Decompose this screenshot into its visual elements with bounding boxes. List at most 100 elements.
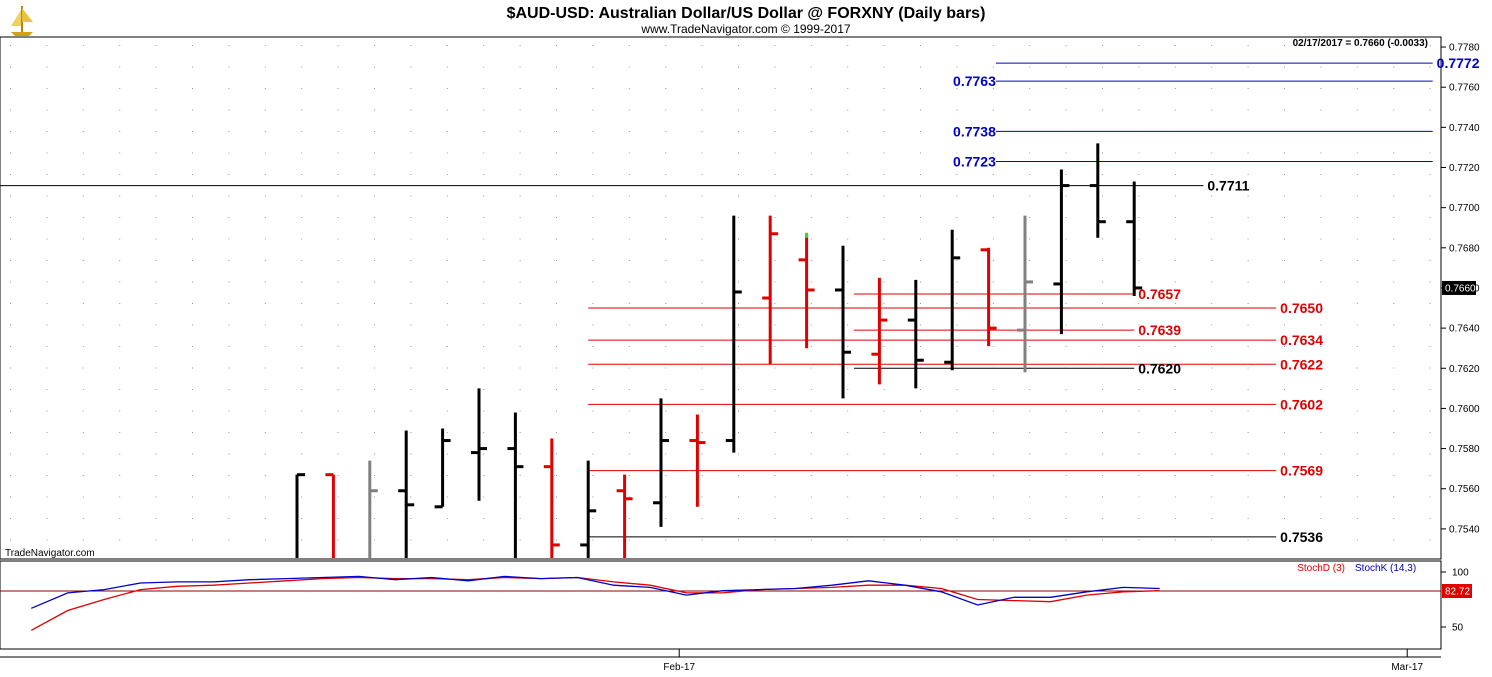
grid-dot: [410, 281, 412, 283]
grid-dot: [992, 281, 994, 283]
grid-dot: [119, 152, 121, 154]
grid-dot: [1029, 410, 1031, 412]
grid-dot: [337, 539, 339, 541]
grid-dot: [410, 303, 412, 304]
grid-dot: [992, 45, 994, 46]
grid-dot: [1065, 281, 1067, 283]
grid-dot: [192, 217, 193, 218]
grid-dot: [446, 346, 448, 347]
price-tick-label: 0.7740: [1449, 123, 1480, 134]
grid-dot: [46, 152, 48, 154]
grid-dot: [956, 324, 958, 326]
grid-dot: [82, 174, 84, 175]
grid-dot: [847, 88, 849, 89]
grid-dot: [738, 152, 739, 154]
grid-dot: [410, 174, 412, 175]
grid-dot: [483, 152, 485, 154]
grid-dot: [1284, 410, 1285, 412]
grid-dot: [1284, 496, 1285, 498]
grid-dot: [920, 88, 921, 89]
grid-dot: [1029, 217, 1031, 218]
grid-dot: [1211, 453, 1213, 455]
grid-dot: [119, 303, 121, 304]
grid-dot: [446, 539, 448, 541]
grid-dot: [519, 539, 521, 541]
grid-dot: [1211, 238, 1213, 240]
grid-dot: [628, 260, 630, 261]
ohlc-bar: [398, 430, 415, 558]
grid-dot: [665, 324, 667, 326]
grid-dot: [1211, 475, 1213, 476]
grid-dot: [628, 410, 630, 412]
grid-dot: [956, 303, 958, 304]
grid-dot: [1138, 539, 1140, 541]
grid-dot: [1065, 109, 1067, 111]
grid-dot: [1029, 453, 1031, 455]
grid-dot: [192, 539, 193, 541]
grid-dot: [810, 453, 812, 455]
grid-dot: [301, 131, 303, 132]
grid-dot: [1174, 88, 1176, 89]
grid-dot: [592, 88, 594, 89]
grid-dot: [1429, 389, 1431, 390]
grid-dot: [1138, 45, 1140, 46]
grid-dot: [1356, 217, 1358, 218]
grid-dot: [410, 66, 412, 68]
grid-dot: [446, 389, 448, 390]
price-tick-label: 0.7700: [1449, 203, 1480, 214]
grid-dot: [956, 281, 958, 283]
grid-dot: [446, 496, 448, 498]
grid-dot: [665, 88, 667, 89]
grid-dot: [738, 518, 739, 519]
grid-dot: [628, 539, 630, 541]
grid-dot: [1211, 88, 1213, 89]
grid-dot: [1211, 432, 1213, 433]
grid-dot: [592, 195, 594, 197]
grid-dot: [847, 389, 849, 390]
grid-dot: [1393, 281, 1395, 283]
grid-dot: [301, 45, 303, 46]
grid-dot: [374, 496, 375, 498]
grid-dot: [1429, 324, 1431, 326]
grid-dot: [1247, 152, 1249, 154]
level-label: 0.7536: [1280, 529, 1323, 545]
grid-dot: [446, 238, 448, 240]
grid-dot: [155, 66, 157, 68]
grid-dot: [1029, 475, 1031, 476]
grid-dot: [1102, 453, 1103, 455]
grid-dot: [1211, 539, 1213, 541]
grid-dot: [883, 45, 885, 46]
grid-dot: [1429, 88, 1431, 89]
grid-dot: [483, 432, 485, 433]
grid-dot: [810, 195, 812, 197]
grid-dot: [155, 281, 157, 283]
grid-dot: [519, 238, 521, 240]
grid-dot: [46, 539, 48, 541]
grid-dot: [1138, 518, 1140, 519]
grid-dot: [1356, 496, 1358, 498]
grid-dot: [992, 131, 994, 132]
grid-dot: [556, 152, 557, 154]
grid-dot: [956, 410, 958, 412]
grid-dot: [1138, 303, 1140, 304]
grid-dot: [1174, 174, 1176, 175]
grid-dot: [1247, 410, 1249, 412]
grid-dot: [883, 453, 885, 455]
level-label: 0.7738: [953, 123, 996, 139]
ohlc-bar: [653, 398, 669, 527]
grid-dot: [410, 453, 412, 455]
grid-dot: [228, 303, 230, 304]
grid-dot: [519, 195, 521, 197]
ohlc-bar: [689, 414, 706, 507]
ohlc-bar: [434, 428, 451, 509]
grid-dot: [1356, 238, 1358, 240]
grid-dot: [155, 367, 157, 369]
grid-dot: [1247, 45, 1249, 46]
grid-dot: [264, 389, 266, 390]
grid-dot: [1211, 324, 1213, 326]
grid-dot: [847, 518, 849, 519]
grid-dot: [301, 389, 303, 390]
grid-dot: [410, 518, 412, 519]
grid-dot: [374, 238, 375, 240]
grid-dot: [1284, 281, 1285, 283]
